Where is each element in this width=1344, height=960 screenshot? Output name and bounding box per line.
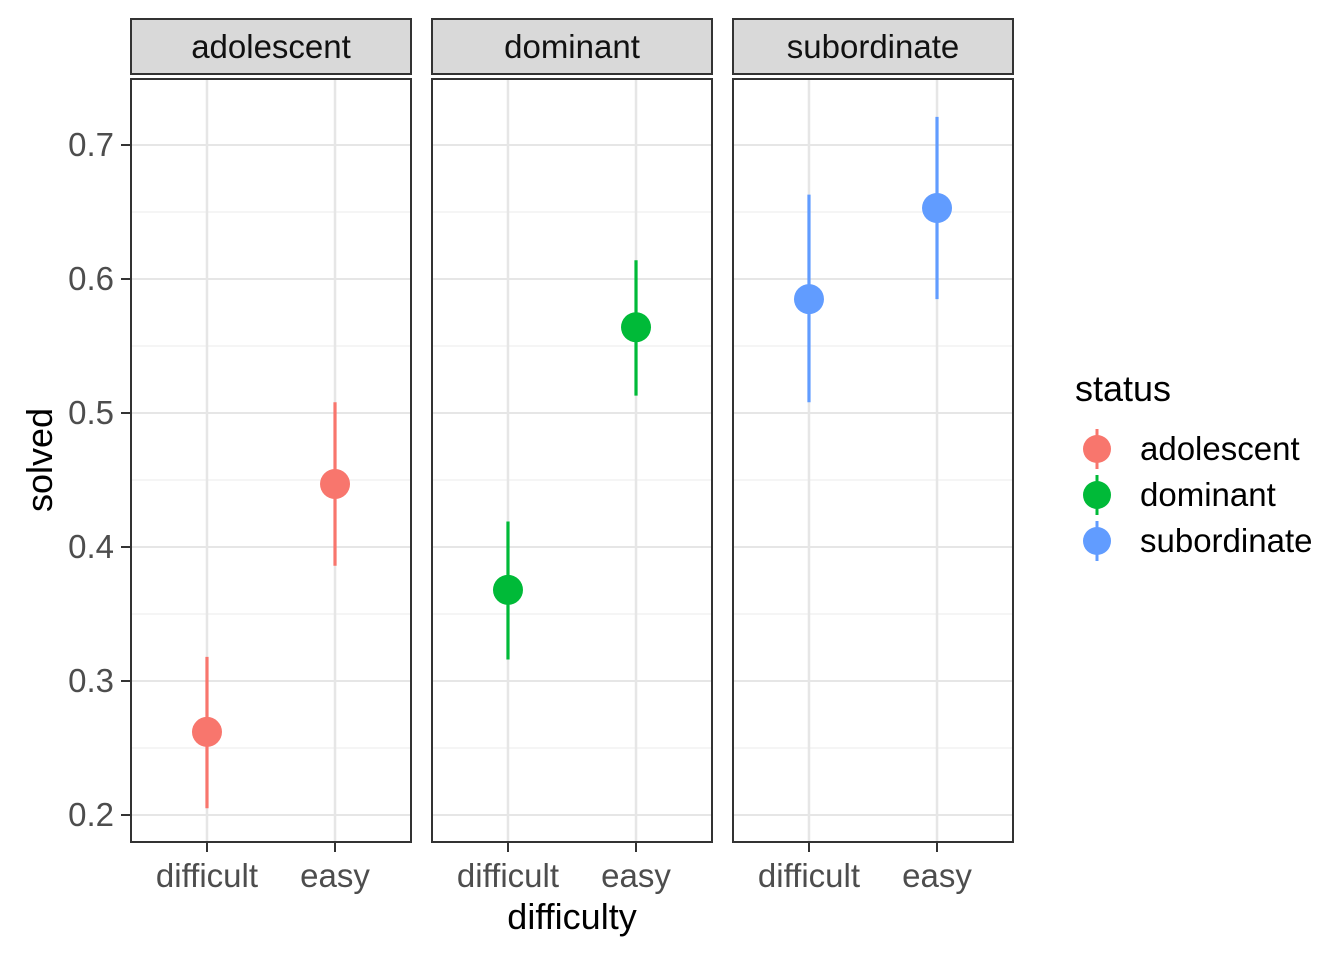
legend-key-adolescent-icon xyxy=(1083,429,1111,469)
facet-strip-label: subordinate xyxy=(786,27,960,65)
x-tick-mark xyxy=(936,843,938,852)
y-tick-mark xyxy=(121,814,131,816)
legend-items: adolescent dominant subordinate xyxy=(1073,426,1312,564)
x-tick-mark xyxy=(635,843,637,852)
x-tick-mark xyxy=(205,843,208,852)
point-adolescent-difficult xyxy=(191,716,222,747)
y-tick-label: 0.4 xyxy=(68,528,114,565)
x-tick-label: difficult xyxy=(757,857,861,894)
point-dominant-difficult xyxy=(492,574,523,605)
panel-background xyxy=(130,78,412,843)
facet-strip-subordinate: subordinate xyxy=(732,18,1014,75)
legend-title: status xyxy=(1075,368,1172,409)
y-tick-label: 0.2 xyxy=(68,796,114,833)
point-subordinate-easy xyxy=(922,192,953,223)
legend-item-adolescent: adolescent xyxy=(1073,426,1312,472)
legend-item-dominant: dominant xyxy=(1073,472,1312,518)
point-subordinate-difficult xyxy=(793,284,824,315)
legend-item-subordinate: subordinate xyxy=(1073,518,1312,564)
y-tick-label: 0.5 xyxy=(68,394,114,431)
y-tick-label: 0.7 xyxy=(68,126,114,163)
x-tick-mark xyxy=(506,843,509,852)
legend: status adolescent dominant subordinate xyxy=(1073,368,1312,564)
legend-key-dominant-icon xyxy=(1083,475,1111,515)
x-tick-label: easy xyxy=(300,857,370,894)
y-tick-label: 0.6 xyxy=(68,260,114,297)
x-tick-mark xyxy=(334,843,336,852)
panel-background xyxy=(431,78,713,843)
x-tick-label: easy xyxy=(601,857,671,894)
x-axis-title: difficulty xyxy=(507,896,637,937)
facet-panel-dominant xyxy=(431,78,713,843)
y-tick-label: 0.3 xyxy=(68,662,114,699)
y-tick-mark xyxy=(121,412,131,414)
facet-strip-adolescent: adolescent xyxy=(130,18,412,75)
facet-strip-label: dominant xyxy=(504,27,640,65)
y-tick-mark xyxy=(121,546,131,548)
x-tick-label: easy xyxy=(902,857,972,894)
facet-strip-dominant: dominant xyxy=(431,18,713,75)
legend-key-point xyxy=(1083,481,1111,509)
y-tick-mark xyxy=(121,144,131,146)
legend-key-point xyxy=(1083,435,1111,463)
legend-label: subordinate xyxy=(1140,522,1313,559)
point-adolescent-easy xyxy=(320,469,351,500)
point-dominant-easy xyxy=(621,312,652,343)
y-tick-mark xyxy=(121,680,131,682)
legend-label: adolescent xyxy=(1140,430,1300,467)
panel-background xyxy=(732,78,1014,843)
y-tick-mark xyxy=(121,278,131,280)
facet-panel-subordinate xyxy=(732,78,1014,843)
legend-label: dominant xyxy=(1140,476,1276,513)
legend-key-point xyxy=(1083,527,1111,555)
legend-key-subordinate-icon xyxy=(1083,521,1111,561)
facet-panel-adolescent xyxy=(130,78,412,843)
x-tick-mark xyxy=(807,843,810,852)
x-tick-label: difficult xyxy=(456,857,560,894)
x-tick-label: difficult xyxy=(155,857,259,894)
facet-strip-label: adolescent xyxy=(191,27,351,65)
